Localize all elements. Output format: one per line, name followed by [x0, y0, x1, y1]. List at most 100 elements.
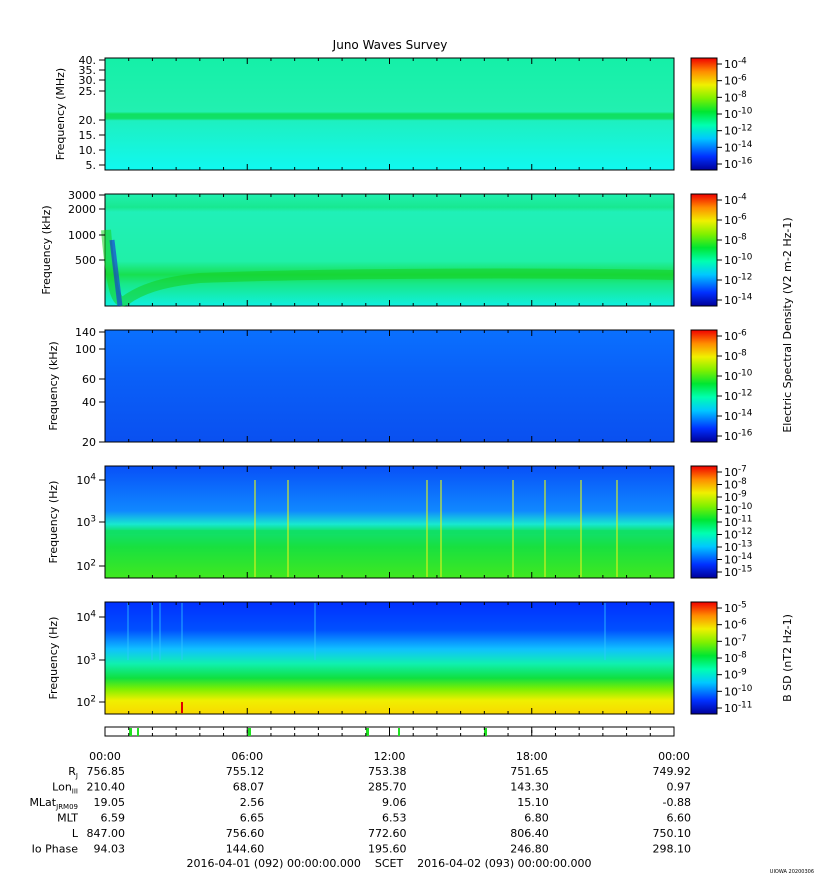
cbar-tick-label: 10-10 — [724, 502, 753, 516]
cbar-tick-label: 10-8 — [724, 477, 747, 491]
mode-mark — [129, 728, 132, 736]
cbar-tick-label: 10-8 — [724, 349, 747, 363]
colorbar-label-electric: Electric Spectral Density (V2 m-2 Hz-1) — [781, 217, 794, 432]
ephemeris-value: 9.06 — [382, 796, 407, 809]
panel-4-spikes — [254, 480, 618, 577]
ephemeris-value: 285.70 — [368, 781, 407, 794]
ephemeris-value: 772.60 — [368, 827, 407, 840]
y-tick-label: 40. — [79, 54, 97, 67]
processing-stamp: UIOWA 20200306 — [770, 869, 814, 875]
ephemeris-value: 15.10 — [517, 796, 549, 809]
x-tick-marks — [104, 58, 675, 736]
panel-5-spectrogram — [104, 601, 675, 715]
cbar-tick-label: 10-15 — [724, 565, 752, 579]
panel-5-colorbar-ticks: 10-5 10-6 10-7 10-8 10-9 10-10 10-11 — [717, 601, 753, 715]
panel-4-band — [106, 530, 673, 534]
cbar-tick-label: 10-16 — [724, 429, 753, 443]
panel-1-colorbar-ticks: 10-4 10-6 10-8 10-10 10-12 10-14 10-16 — [717, 57, 753, 171]
y-tick-label: 15. — [79, 129, 97, 142]
panel-1-spectrogram — [104, 57, 675, 171]
cbar-tick-label: 10-9 — [724, 490, 747, 504]
panel-1: Frequency (MHz) 40.35.30.25.20.15.10.5. … — [54, 54, 753, 172]
ephemeris-value: 298.10 — [653, 843, 692, 856]
panel-2-colorbar-ticks: 10-4 10-6 10-8 10-10 10-12 10-14 — [717, 193, 753, 307]
mode-mark — [398, 728, 400, 736]
ephemeris-label: L — [72, 827, 79, 840]
cbar-tick-label: 10-7 — [724, 465, 747, 479]
cbar-tick-label: 10-10 — [724, 253, 753, 267]
ephemeris-value: 195.60 — [368, 843, 407, 856]
y-tick-label: 60 — [82, 373, 96, 386]
panel-2-dark-band — [109, 239, 123, 307]
ephemeris-label: Io Phase — [32, 843, 79, 856]
cbar-tick-label: 10-14 — [724, 140, 753, 154]
ephemeris-value: 755.12 — [226, 765, 265, 778]
scet-footer: 2016-04-01 (092) 00:00:00.000 SCET 2016-… — [186, 857, 591, 870]
ephemeris-value: 143.30 — [510, 781, 549, 794]
y-tick-label: 500 — [75, 254, 96, 267]
x-tick-label: 18:00 — [516, 750, 548, 763]
panel-3-spectrogram — [104, 329, 675, 443]
y-tick-label: 20. — [79, 114, 97, 127]
panel-3-colorbar-ticks: 10-6 10-8 10-10 10-12 10-14 10-16 — [717, 329, 753, 443]
ephemeris-value: 751.65 — [510, 765, 549, 778]
panel-4-colorbar-ticks: 10-710-810-910-1010-1110-1210-1310-1410-… — [717, 465, 753, 579]
cbar-tick-label: 10-11 — [724, 701, 752, 715]
y-tick-label: 40 — [82, 396, 96, 409]
cbar-tick-label: 10-14 — [724, 293, 753, 307]
cbar-tick-label: 10-10 — [724, 684, 753, 698]
mode-mark — [137, 728, 139, 736]
ephemeris-value: 6.59 — [101, 812, 126, 825]
y-tick-label: 104 — [76, 473, 96, 487]
ephemeris-value: 210.40 — [87, 781, 126, 794]
ephemeris-label: RJ — [68, 765, 78, 780]
colorbar-label-magnetic: B SD (nT2 Hz-1) — [781, 614, 794, 702]
y-tick-label: 20 — [82, 436, 96, 449]
y-tick-label: 1000 — [68, 229, 96, 242]
ephemeris-value: 0.97 — [667, 781, 692, 794]
panel-4-yticks: 104 103 102 — [76, 473, 105, 573]
mode-mark — [484, 728, 487, 736]
ephemeris-value: 6.80 — [524, 812, 549, 825]
x-tick-label: 06:00 — [231, 750, 263, 763]
y-tick-label: 100 — [75, 343, 96, 356]
panel-5-colorbar — [690, 601, 718, 715]
cbar-tick-label: 10-8 — [724, 90, 747, 104]
cbar-tick-label: 10-7 — [724, 634, 747, 648]
panel-4-colorbar — [690, 465, 718, 579]
ephemeris-value: 806.40 — [510, 827, 549, 840]
ephemeris-value: 246.80 — [510, 843, 549, 856]
ephemeris-value: 756.85 — [87, 765, 126, 778]
ephemeris-value: 94.03 — [94, 843, 126, 856]
ephemeris-table: RJ 756.85 755.12 753.38 751.65 749.92 LonIII 21… — [29, 765, 691, 856]
mode-mark — [366, 728, 369, 736]
y-tick-label: 2000 — [68, 203, 96, 216]
cbar-tick-label: 10-6 — [724, 73, 747, 87]
cbar-tick-label: 10-10 — [724, 107, 753, 121]
ephemeris-value: -0.88 — [663, 796, 691, 809]
y-tick-label: 30. — [79, 74, 97, 87]
cbar-tick-label: 10-13 — [724, 540, 752, 554]
panel-2-ylabel: Frequency (kHz) — [40, 205, 53, 294]
panel-1-yticks: 40.35.30.25. 20. 15. 10. 5. — [79, 54, 105, 172]
x-tick-labels: 00:00 06:00 12:00 18:00 00:00 — [89, 750, 690, 763]
cbar-tick-label: 10-12 — [724, 273, 752, 287]
cbar-tick-label: 10-8 — [724, 233, 747, 247]
cbar-tick-label: 10-14 — [724, 552, 753, 566]
ephemeris-value: 749.92 — [653, 765, 692, 778]
mode-mark — [248, 728, 251, 736]
panel-4-spectrogram — [104, 465, 675, 579]
ephemeris-value: 2.56 — [240, 796, 265, 809]
panel-5-spikes — [127, 603, 606, 713]
cbar-tick-label: 10-11 — [724, 515, 752, 529]
panel-2-spectrogram — [104, 193, 675, 307]
cbar-tick-label: 10-12 — [724, 527, 752, 541]
ephemeris-value: 68.07 — [233, 781, 265, 794]
ephemeris-label: LonIII — [52, 781, 78, 796]
panel-1-colorbar — [690, 57, 718, 171]
x-tick-label: 00:00 — [89, 750, 121, 763]
